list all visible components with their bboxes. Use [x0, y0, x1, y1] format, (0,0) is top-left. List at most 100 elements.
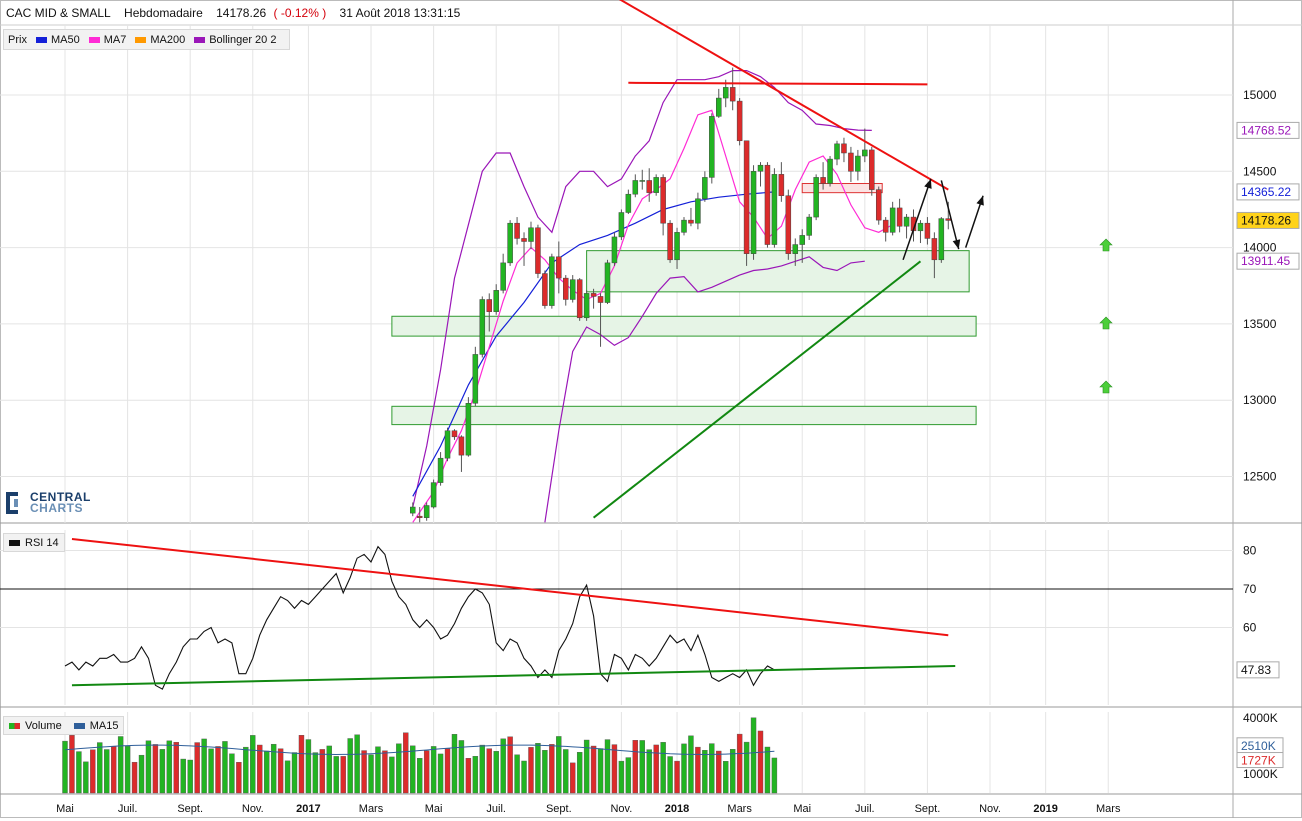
volume-bar	[410, 745, 416, 794]
volume-bar	[166, 740, 173, 794]
volume-bar	[576, 752, 583, 794]
value-label-box	[1236, 121, 1300, 139]
rsi-tick-label: 70	[1243, 582, 1257, 596]
volume-bar	[229, 753, 235, 794]
legend-item-bollinger[interactable]: Bollinger 20 2	[194, 34, 276, 46]
legend-item-prix[interactable]: Prix	[8, 33, 27, 46]
price-candle	[479, 296, 486, 358]
candle-body	[639, 180, 646, 182]
candle-body	[569, 279, 576, 300]
volume-bar	[291, 752, 298, 794]
volume-bar	[347, 738, 353, 794]
candle-body	[632, 180, 639, 195]
volume-bar	[625, 757, 632, 794]
volume-bar	[743, 741, 750, 794]
price-candle	[938, 217, 945, 263]
price-candle	[771, 168, 778, 248]
price-candle	[472, 346, 479, 407]
price-candle	[841, 137, 847, 163]
candle-body	[813, 177, 819, 218]
candle-body	[444, 430, 451, 459]
price-candle	[813, 174, 819, 221]
candle-body	[410, 506, 416, 514]
candle-body	[576, 279, 583, 319]
volume-bar	[681, 743, 687, 794]
volume-bar	[333, 756, 339, 794]
volume-bar	[542, 750, 548, 794]
price-candle	[875, 186, 882, 225]
volume-bar	[549, 744, 555, 794]
price-candle	[674, 227, 680, 269]
candle-body	[451, 430, 458, 438]
value-label: 14768.52	[1241, 123, 1291, 137]
candle-body	[486, 299, 493, 312]
volume-bar	[319, 749, 326, 794]
x-tick-label: Sept.	[177, 803, 203, 815]
candle-body	[535, 227, 541, 274]
price-candle	[889, 201, 896, 236]
x-tick-label: Nov.	[610, 803, 632, 815]
volume-bar	[145, 740, 152, 794]
price-candle	[688, 207, 694, 227]
price-candle	[827, 156, 833, 187]
arrow-head	[976, 195, 984, 206]
volume-bar	[263, 750, 270, 794]
projection-arrow	[940, 180, 960, 250]
candle-body	[514, 222, 520, 239]
candle-body	[938, 218, 945, 261]
volume-bar	[215, 746, 221, 794]
volume-last-value: 1727K	[1241, 754, 1276, 768]
price-candle	[437, 452, 444, 486]
candle-body	[862, 149, 868, 157]
trendline-red	[628, 81, 928, 86]
legend-swatch	[35, 36, 47, 43]
candle-body	[903, 216, 910, 227]
candle-body	[667, 222, 673, 261]
volume-bar	[152, 744, 159, 794]
price-candle	[500, 253, 506, 294]
legend-swatch	[135, 36, 147, 43]
candle-body	[945, 218, 952, 221]
candle-body	[521, 238, 527, 242]
x-tick-label: Juil.	[855, 803, 875, 815]
price-candle	[869, 146, 875, 196]
price-candle	[896, 198, 903, 233]
price-candle	[862, 128, 868, 163]
candle-body	[792, 244, 799, 254]
price-candle	[722, 79, 729, 108]
rsi-trendline-green	[71, 665, 956, 687]
volume-bar	[83, 761, 89, 794]
price-candle	[465, 397, 472, 457]
price-candle	[549, 253, 555, 309]
volume-bar	[500, 738, 506, 794]
volume-bar	[486, 748, 492, 794]
y-tick-label: 13000	[1243, 393, 1277, 407]
volume-bar	[458, 740, 465, 794]
candle-body	[917, 222, 924, 232]
volume-bar	[702, 750, 708, 794]
value-label-box	[1236, 211, 1300, 229]
value-label-box	[1236, 252, 1300, 270]
legend-item-ma7[interactable]: MA7	[88, 34, 126, 46]
price-candle	[493, 284, 499, 315]
price-candle	[709, 113, 715, 184]
bollinger-upper-band	[412, 70, 872, 508]
volume-bar	[563, 749, 569, 794]
volume-bar	[723, 761, 729, 794]
candle-body	[507, 222, 513, 264]
legend-item-ma50[interactable]: MA50	[35, 34, 80, 46]
price-candle	[528, 221, 534, 250]
volume-bar	[771, 757, 778, 794]
candle-body	[542, 273, 548, 306]
candle-body	[757, 164, 764, 172]
volume-bar	[757, 730, 764, 794]
volume-bar	[430, 746, 437, 794]
price-candle	[542, 270, 548, 309]
volume-bar	[403, 732, 409, 794]
legend-item-ma200[interactable]: MA200	[135, 34, 185, 46]
candle-body	[611, 236, 618, 264]
candle-body	[646, 180, 652, 193]
volume-bar	[284, 760, 291, 794]
rsi-last-value: 47.83	[1241, 663, 1271, 677]
